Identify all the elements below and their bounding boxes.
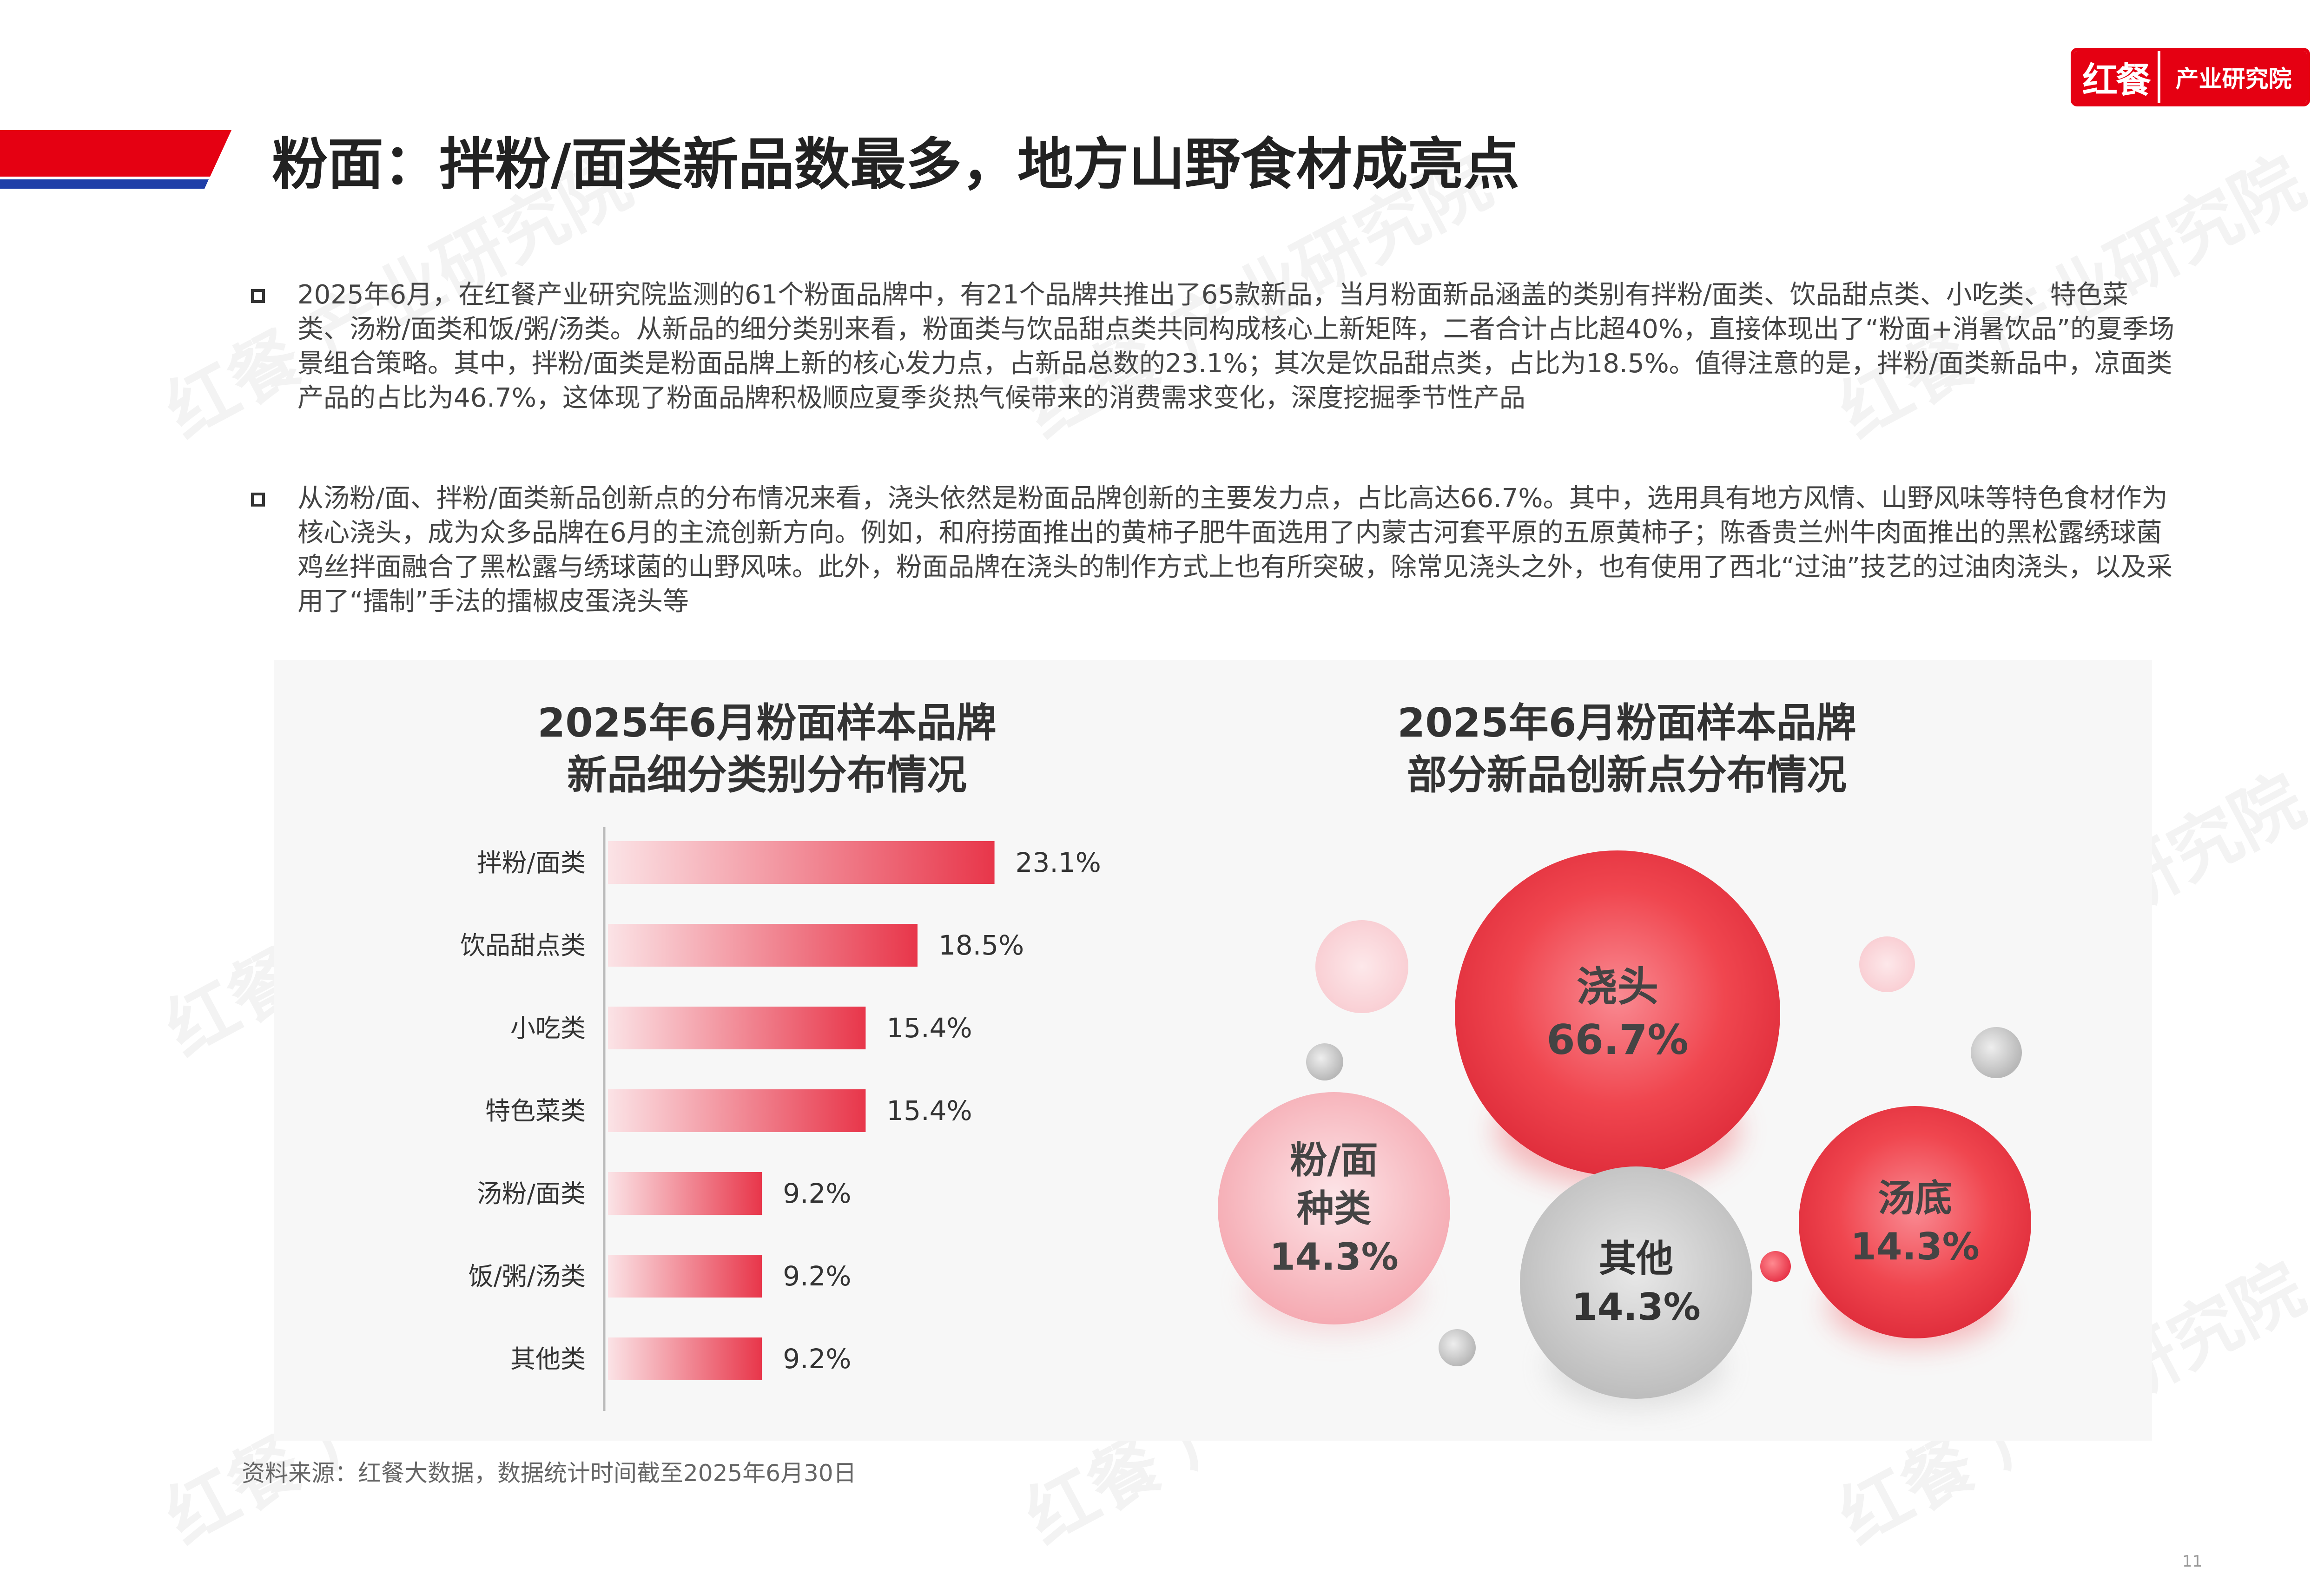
bar bbox=[608, 924, 918, 967]
accent-red-stripe bbox=[0, 130, 231, 177]
title-accent bbox=[0, 130, 231, 189]
decor-bubble bbox=[1315, 920, 1408, 1013]
bubble-label: 种类 bbox=[1297, 1187, 1371, 1230]
decor-bubble bbox=[1760, 1251, 1791, 1282]
left-chart-title-line-1: 2025年6月粉面样本品牌 bbox=[537, 700, 997, 746]
page-number: 11 bbox=[2182, 1552, 2203, 1571]
bar-category-label: 其他类 bbox=[510, 1344, 586, 1374]
bar-category-label: 特色菜类 bbox=[485, 1096, 586, 1126]
paragraph-2: 从汤粉/面、拌粉/面类新品创新点的分布情况来看，浇头依然是粉面品牌创新的主要发力… bbox=[297, 483, 2173, 617]
bubble-label: 66.7% bbox=[1546, 1016, 1688, 1064]
bar bbox=[608, 1337, 762, 1380]
bubble-label: 粉/面 bbox=[1290, 1139, 1378, 1182]
left-chart-title: 2025年6月粉面样本品牌 新品细分类别分布情况 bbox=[418, 697, 1116, 801]
bubble-label: 浇头 bbox=[1577, 963, 1658, 1011]
right-chart-title-line-1: 2025年6月粉面样本品牌 bbox=[1397, 700, 1856, 746]
bar-value-label: 15.4% bbox=[886, 1012, 972, 1044]
right-chart-title-line-2: 部分新品创新点分布情况 bbox=[1407, 752, 1847, 798]
brand-logo: 红餐 产业研究院 bbox=[2071, 48, 2310, 106]
bubble bbox=[1520, 1166, 1752, 1399]
bubble bbox=[1799, 1106, 2031, 1338]
bar-category-label: 小吃类 bbox=[510, 1014, 586, 1043]
accent-blue-stripe bbox=[0, 179, 209, 189]
bubble bbox=[1455, 850, 1780, 1176]
bar-category-label: 拌粉/面类 bbox=[477, 848, 586, 877]
bar-category-label: 饮品甜点类 bbox=[460, 931, 586, 960]
bar-value-label: 23.1% bbox=[1016, 847, 1101, 878]
bullet-square-icon bbox=[251, 493, 265, 507]
bubble-label: 其他 bbox=[1599, 1237, 1673, 1280]
bubble-label: 14.3% bbox=[1269, 1235, 1399, 1278]
decor-bubble bbox=[1971, 1027, 2022, 1078]
decor-bubble bbox=[1306, 1043, 1343, 1080]
bar-value-label: 15.4% bbox=[886, 1095, 972, 1126]
bar-category-label: 汤粉/面类 bbox=[477, 1179, 586, 1208]
bar-value-label: 9.2% bbox=[783, 1343, 851, 1375]
bar bbox=[608, 841, 995, 884]
bar-value-label: 9.2% bbox=[783, 1178, 851, 1209]
bubble-label: 14.3% bbox=[1850, 1225, 1980, 1268]
bar-chart: 拌粉/面类 23.1% 饮品甜点类 18.5% 小吃类 15.4% 特色菜类 15.4% 汤粉/… bbox=[460, 827, 1101, 1411]
logo-mark: 红餐 bbox=[2074, 51, 2158, 103]
data-source-note: 资料来源：红餐大数据，数据统计时间截至2025年6月30日 bbox=[242, 1460, 857, 1487]
bar-category-label: 饭/粥/汤类 bbox=[469, 1262, 586, 1291]
decor-bubble bbox=[1439, 1329, 1476, 1366]
bar bbox=[608, 1089, 866, 1132]
right-chart-title: 2025年6月粉面样本品牌 部分新品创新点分布情况 bbox=[1278, 697, 1975, 801]
page-title: 粉面：拌粉/面类新品数最多，地方山野食材成亮点 bbox=[272, 132, 1519, 197]
bullet-square-icon bbox=[251, 289, 265, 303]
bar bbox=[608, 1172, 762, 1215]
left-chart-title-line-2: 新品细分类别分布情况 bbox=[567, 752, 967, 798]
bubble bbox=[1218, 1092, 1450, 1324]
paragraph-1: 2025年6月，在红餐产业研究院监测的61个粉面品牌中，有21个品牌共推出了65… bbox=[297, 280, 2175, 413]
bar bbox=[608, 1007, 866, 1049]
logo-text: 产业研究院 bbox=[2158, 51, 2307, 103]
decor-bubble bbox=[1859, 936, 1915, 992]
bubble-label: 14.3% bbox=[1571, 1285, 1701, 1329]
bar bbox=[608, 1255, 762, 1298]
bubble-chart: 浇头 66.7% 粉/面种类 14.3% 汤底 14.3% 其他 14.3% bbox=[1218, 850, 2031, 1407]
bar-value-label: 18.5% bbox=[938, 929, 1024, 961]
bar-value-label: 9.2% bbox=[783, 1260, 851, 1292]
bubble-label: 汤底 bbox=[1878, 1177, 1952, 1220]
